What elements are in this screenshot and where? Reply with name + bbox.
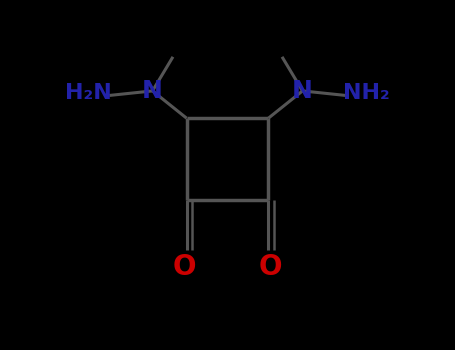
Text: O: O [172,253,196,281]
Text: N: N [292,79,313,103]
Text: N: N [142,79,163,103]
Text: O: O [259,253,283,281]
Text: NH₂: NH₂ [343,83,389,103]
Text: H₂N: H₂N [66,83,112,103]
